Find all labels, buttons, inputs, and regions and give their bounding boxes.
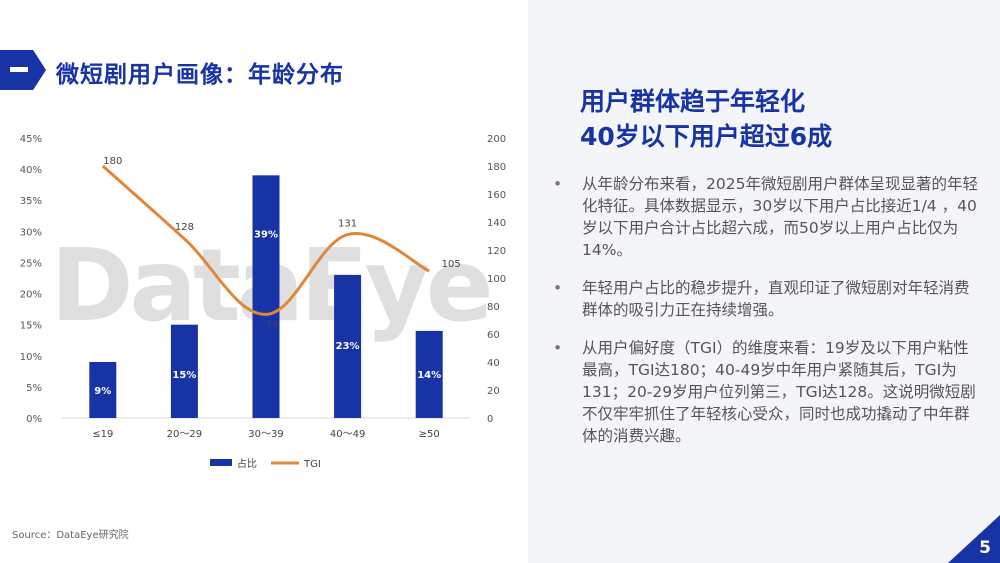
slide-title: 微短剧用户画像：年龄分布 xyxy=(56,62,344,88)
tgi-data-label: 180 xyxy=(103,156,122,167)
bar-data-label: 39% xyxy=(254,229,278,240)
y-left-tick-label: 30% xyxy=(20,227,42,238)
y-right-tick-label: 0 xyxy=(487,414,493,425)
tgi-data-label: 128 xyxy=(175,222,194,233)
x-category-label: 20～29 xyxy=(167,429,202,440)
y-right-tick-label: 160 xyxy=(487,190,506,201)
bullet-item: • 从年龄分布来看，2025年微短剧用户群体呈现显著的年轻化特征。具体数据显示，3… xyxy=(548,173,978,261)
y-right-tick-label: 200 xyxy=(487,134,506,145)
bar-1 xyxy=(170,324,198,418)
tgi-data-label: 105 xyxy=(442,259,461,270)
bar-data-label: 14% xyxy=(417,370,441,381)
y-right-tick-label: 120 xyxy=(487,246,506,257)
page-number: 5 xyxy=(979,538,991,558)
tgi-data-label: 131 xyxy=(338,219,357,230)
summary-headline: 用户群体趋于年轻化 40岁以下用户超过6成 xyxy=(580,84,980,154)
y-right-tick-label: 80 xyxy=(487,302,500,313)
x-category-label: ≥50 xyxy=(419,429,440,440)
bar-data-label: 23% xyxy=(336,341,360,352)
headline-line-1: 用户群体趋于年轻化 xyxy=(580,87,806,116)
x-category-label: 40～49 xyxy=(330,429,365,440)
right-panel xyxy=(528,0,1000,563)
bullet-text: 年轻用户占比的稳步提升，直观印证了微短剧对年轻消费群体的吸引力正在持续增强。 xyxy=(582,279,970,319)
x-category-label: ≤19 xyxy=(92,429,113,440)
legend-bar-swatch xyxy=(210,459,232,466)
y-left-tick-label: 45% xyxy=(20,134,42,145)
y-left-tick-label: 15% xyxy=(20,321,42,332)
bar-3 xyxy=(334,274,362,418)
y-right-tick-label: 20 xyxy=(487,386,500,397)
y-right-tick-label: 140 xyxy=(487,218,506,229)
bullet-item: • 从用户偏好度（TGI）的维度来看：19岁及以下用户粘性最高，TGI达180；4… xyxy=(548,337,978,447)
y-left-tick-label: 35% xyxy=(20,196,42,207)
bar-4 xyxy=(415,330,443,418)
y-left-tick-label: 10% xyxy=(20,352,42,363)
bullet-text: 从用户偏好度（TGI）的维度来看：19岁及以下用户粘性最高，TGI达180；40… xyxy=(582,339,976,445)
tgi-data-label: 74 xyxy=(266,319,279,330)
y-right-tick-label: 40 xyxy=(487,358,500,369)
source-note: Source：DataEye研究院 xyxy=(12,530,129,541)
y-left-tick-label: 40% xyxy=(20,165,42,176)
bar-0 xyxy=(89,362,117,418)
dash-icon xyxy=(10,67,28,72)
x-category-label: 30～39 xyxy=(248,429,283,440)
y-right-tick-label: 100 xyxy=(487,274,506,285)
bar-2 xyxy=(252,175,280,418)
y-right-tick-label: 60 xyxy=(487,330,500,341)
bullet-dot-icon: • xyxy=(553,175,563,193)
age-distribution-chart: DataEye0%5%10%15%20%25%30%35%40%45%02040… xyxy=(20,134,506,470)
bar-data-label: 9% xyxy=(94,386,111,397)
legend-bar-label: 占比 xyxy=(237,457,257,470)
headline-line-2: 40岁以下用户超过6成 xyxy=(580,122,833,151)
y-left-tick-label: 20% xyxy=(20,290,42,301)
y-right-tick-label: 180 xyxy=(487,162,506,173)
bullet-dot-icon: • xyxy=(553,279,563,297)
y-left-tick-label: 0% xyxy=(26,414,42,425)
bullet-dot-icon: • xyxy=(553,339,563,357)
bar-data-label: 15% xyxy=(172,370,196,381)
legend-line-label: TGI xyxy=(303,459,321,470)
bullet-item: • 年轻用户占比的稳步提升，直观印证了微短剧对年轻消费群体的吸引力正在持续增强。 xyxy=(548,277,978,321)
bullet-text: 从年龄分布来看，2025年微短剧用户群体呈现显著的年轻化特征。具体数据显示，30… xyxy=(582,175,978,259)
y-left-tick-label: 5% xyxy=(26,383,42,394)
y-left-tick-label: 25% xyxy=(20,258,42,269)
summary-bullets: • 从年龄分布来看，2025年微短剧用户群体呈现显著的年轻化特征。具体数据显示，3… xyxy=(548,173,978,463)
tgi-line xyxy=(101,164,430,316)
